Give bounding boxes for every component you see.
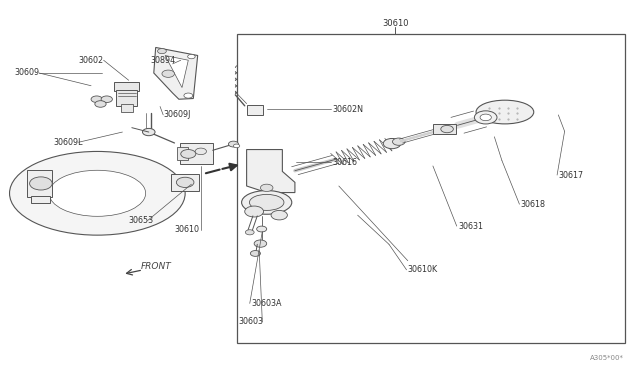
Text: 30616: 30616: [333, 158, 358, 167]
Circle shape: [95, 101, 106, 107]
Circle shape: [29, 177, 52, 190]
Bar: [115, 82, 140, 91]
Circle shape: [188, 54, 195, 59]
Bar: [116, 90, 138, 106]
Text: 30618: 30618: [521, 200, 546, 209]
Polygon shape: [165, 55, 188, 87]
Circle shape: [101, 96, 113, 103]
Text: 30610K: 30610K: [408, 265, 438, 274]
Bar: [433, 124, 456, 134]
Circle shape: [480, 114, 492, 121]
Ellipse shape: [242, 190, 292, 214]
Circle shape: [184, 93, 193, 98]
Circle shape: [392, 138, 405, 145]
Circle shape: [271, 211, 287, 220]
Text: 30894: 30894: [150, 56, 176, 65]
Circle shape: [441, 125, 453, 133]
Circle shape: [91, 96, 102, 103]
Circle shape: [228, 141, 239, 147]
Bar: [172, 174, 199, 192]
Bar: [237, 33, 625, 343]
Text: A305*00*: A305*00*: [590, 355, 624, 361]
Text: 30602: 30602: [79, 56, 104, 65]
Text: 30610: 30610: [175, 225, 200, 234]
Polygon shape: [154, 48, 198, 99]
Ellipse shape: [250, 195, 284, 211]
Text: 30603A: 30603A: [251, 299, 282, 308]
Circle shape: [260, 184, 273, 192]
Bar: [31, 196, 50, 203]
Circle shape: [250, 250, 260, 256]
Circle shape: [254, 240, 267, 247]
Bar: [177, 147, 188, 160]
Circle shape: [143, 128, 155, 136]
Circle shape: [257, 226, 267, 232]
Text: 30603: 30603: [239, 317, 264, 326]
Circle shape: [383, 138, 401, 149]
Text: FRONT: FRONT: [141, 262, 172, 272]
Text: 30617: 30617: [558, 171, 584, 180]
Polygon shape: [246, 150, 295, 193]
Circle shape: [177, 177, 194, 187]
Circle shape: [157, 49, 166, 54]
Bar: [246, 105, 263, 115]
Circle shape: [195, 148, 207, 155]
Bar: [180, 143, 212, 164]
Circle shape: [180, 150, 196, 158]
Text: 30610: 30610: [382, 19, 408, 28]
Bar: [27, 170, 52, 197]
Ellipse shape: [10, 151, 185, 235]
Text: 30609J: 30609J: [163, 110, 191, 119]
Ellipse shape: [476, 100, 534, 124]
Circle shape: [162, 70, 175, 77]
Circle shape: [474, 111, 497, 124]
Text: 30602N: 30602N: [333, 105, 364, 114]
Text: 30631: 30631: [458, 222, 483, 231]
Text: 30609: 30609: [14, 68, 39, 77]
Text: 30653: 30653: [129, 216, 154, 225]
Circle shape: [245, 230, 254, 235]
Ellipse shape: [49, 170, 146, 216]
Circle shape: [244, 206, 264, 217]
Text: 30609L: 30609L: [54, 138, 83, 147]
Circle shape: [234, 144, 240, 148]
Bar: [120, 104, 133, 112]
